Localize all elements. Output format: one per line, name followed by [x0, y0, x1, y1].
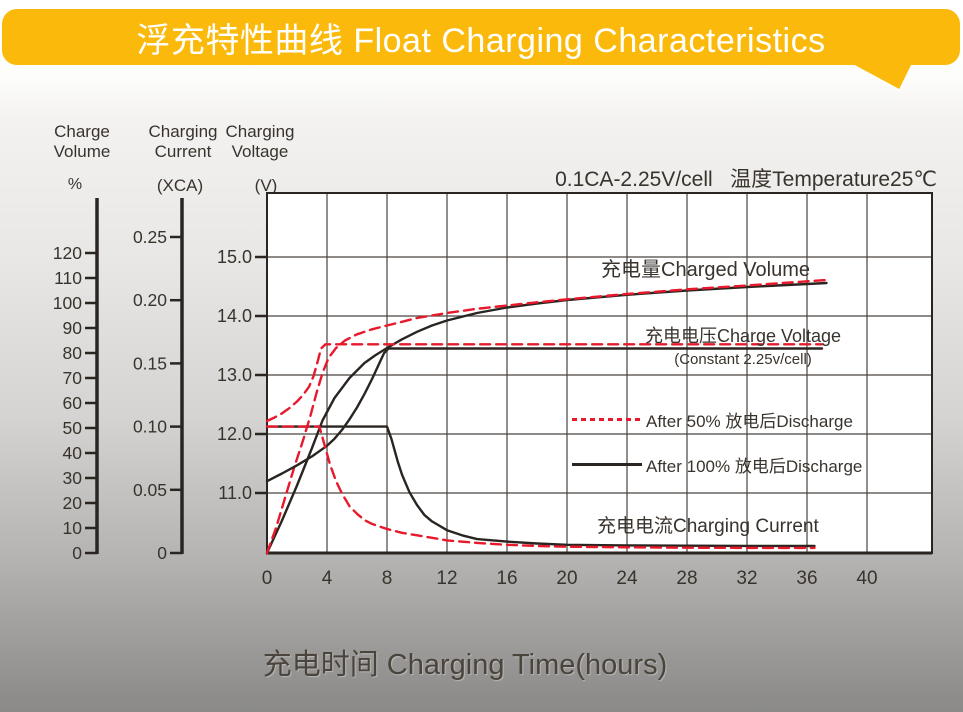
- svg-text:14.0: 14.0: [217, 306, 252, 326]
- page-title: 浮充特性曲线 Float Charging Characteristics: [136, 21, 826, 60]
- legend-dashed-line-sample: [572, 418, 642, 421]
- charging-voltage-axis-title: Charging Voltage: [225, 122, 295, 161]
- charge-volume-axis-unit: %: [67, 176, 83, 193]
- legend-item-after-100-discharge: After 100% 放电后Discharge: [572, 452, 862, 477]
- svg-text:24: 24: [616, 568, 638, 589]
- svg-text:28: 28: [676, 568, 697, 589]
- legend-label: After 50% 放电后Discharge: [646, 412, 853, 431]
- svg-text:20: 20: [63, 493, 83, 513]
- legend-label: After 100% 放电后Discharge: [646, 457, 863, 476]
- svg-text:32: 32: [736, 568, 757, 589]
- svg-text:36: 36: [796, 568, 817, 589]
- test-condition-annotation: 0.1CA-2.25V/cell 温度Temperature25℃: [555, 168, 937, 191]
- curve-charged-volume-after-50pct-discharge: [265, 278, 828, 555]
- charging-voltage-axis-unit: (V): [254, 176, 278, 195]
- charge-voltage-curve-label: 充电电压Charge Voltage (Constant 2.25v/cell): [627, 322, 859, 368]
- svg-text:15.0: 15.0: [217, 247, 252, 267]
- svg-text:70: 70: [63, 368, 83, 388]
- svg-text:120: 120: [53, 243, 82, 263]
- svg-text:12: 12: [436, 568, 457, 589]
- svg-text:20: 20: [556, 568, 577, 589]
- svg-text:16: 16: [496, 568, 517, 589]
- curve-charge-voltage-after-100pct-discharge: [265, 347, 824, 483]
- charging-current-curve-label: 充电电流Charging Current: [597, 516, 819, 537]
- svg-text:12.0: 12.0: [217, 424, 252, 444]
- charging-current-axis-title: Charging Current: [148, 122, 218, 161]
- svg-text:0: 0: [157, 543, 167, 563]
- svg-text:0: 0: [72, 543, 82, 563]
- charged-volume-curve-label: 充电量Charged Volume: [601, 259, 810, 281]
- svg-text:50: 50: [63, 418, 83, 438]
- svg-text:40: 40: [63, 443, 83, 463]
- svg-text:13.0: 13.0: [217, 365, 252, 385]
- svg-text:90: 90: [63, 318, 83, 338]
- svg-text:0.20: 0.20: [133, 290, 167, 310]
- svg-text:30: 30: [63, 468, 83, 488]
- svg-text:10: 10: [63, 518, 83, 538]
- svg-text:0.25: 0.25: [133, 227, 167, 247]
- svg-text:0.05: 0.05: [133, 480, 167, 500]
- svg-text:0.15: 0.15: [133, 353, 167, 373]
- curve-charging-current-after-100pct-discharge: [265, 425, 816, 548]
- svg-text:110: 110: [54, 268, 82, 288]
- legend-item-after-50-discharge: After 50% 放电后Discharge: [572, 407, 853, 432]
- charge-voltage-curve-sublabel: (Constant 2.25v/cell): [674, 351, 812, 368]
- x-axis-title: 充电时间 Charging Time(hours): [262, 649, 668, 681]
- svg-text:11.0: 11.0: [218, 483, 252, 503]
- svg-text:8: 8: [382, 568, 393, 589]
- svg-text:60: 60: [63, 393, 83, 413]
- svg-text:80: 80: [63, 343, 83, 363]
- charging-current-axis-unit: (XCA): [156, 176, 204, 195]
- svg-text:4: 4: [322, 568, 333, 589]
- curve-charging-current-after-50pct-discharge: [265, 425, 816, 550]
- svg-text:100: 100: [53, 293, 82, 313]
- header-banner: 浮充特性曲线 Float Charging Characteristics: [2, 9, 960, 65]
- svg-text:0.10: 0.10: [133, 417, 167, 437]
- charge-volume-axis-title: Charge Volume: [53, 122, 111, 161]
- curve-charge-voltage-after-50pct-discharge: [265, 343, 824, 423]
- svg-text:40: 40: [856, 568, 877, 589]
- legend-solid-line-sample: [572, 463, 642, 466]
- svg-text:0: 0: [262, 568, 273, 589]
